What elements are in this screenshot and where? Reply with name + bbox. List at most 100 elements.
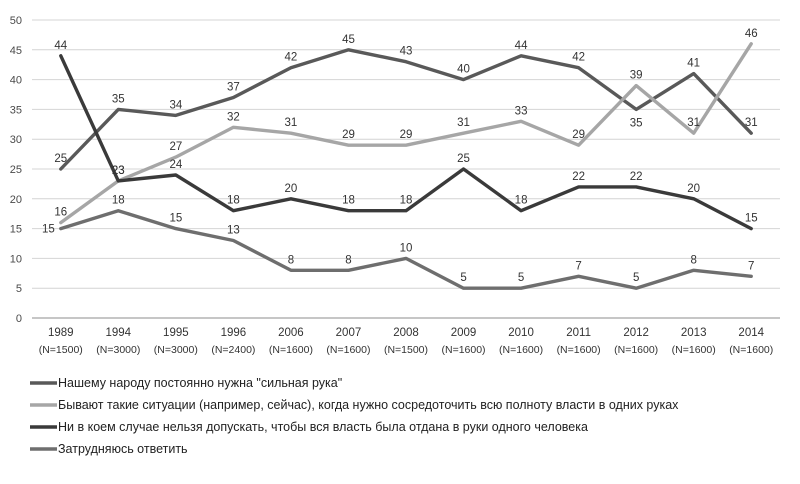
x-tick-label-year: 1996 [221,327,247,339]
data-label: 15 [42,224,55,236]
data-label: 27 [169,141,182,153]
data-label: 39 [630,70,643,82]
data-label: 8 [288,254,294,266]
data-label: 34 [169,99,182,111]
data-label: 10 [400,242,413,254]
data-label: 33 [515,105,528,117]
x-tick-label-sample: (N=1600) [672,344,716,356]
x-tick-label-sample: (N=3000) [154,344,198,356]
x-tick-label-sample: (N=1500) [384,344,428,356]
data-label: 18 [515,195,528,207]
data-label: 8 [690,254,696,266]
x-tick-label-sample: (N=1500) [39,344,83,356]
data-label: 40 [457,64,470,76]
legend: Нашему народу постоянно нужна "сильная р… [30,376,679,456]
data-label: 24 [169,159,182,171]
x-tick-label-year: 1994 [106,327,132,339]
data-label: 25 [54,153,67,165]
y-tick-label: 20 [10,194,22,206]
series-line-4 [59,208,753,290]
data-label: 16 [54,207,67,219]
data-label: 8 [345,254,351,266]
data-label: 7 [575,260,581,272]
data-label: 5 [518,272,524,284]
y-tick-label: 0 [16,313,22,325]
data-label: 25 [457,153,470,165]
data-label: 18 [400,195,413,207]
x-tick-label-year: 2006 [278,327,304,339]
data-label: 37 [227,81,240,93]
data-label: 46 [745,28,758,40]
data-label: 42 [285,52,298,64]
x-tick-label-sample: (N=1600) [557,344,601,356]
data-label: 42 [572,52,585,64]
series-layer [59,42,753,290]
grid-layer [32,19,780,289]
x-tick-label-year: 2014 [738,327,764,339]
y-tick-label: 50 [10,15,22,27]
legend-label-3: Ни в коем случае нельзя допускать, чтобы… [58,420,588,434]
x-tick-label-year: 2007 [336,327,362,339]
x-tick-label-sample: (N=1600) [326,344,370,356]
data-label: 18 [342,195,355,207]
data-label: 5 [633,272,639,284]
legend-label-2: Бывают такие ситуации (например, сейчас)… [58,398,679,412]
y-tick-label: 25 [10,164,22,176]
legend-label-1: Нашему народу постоянно нужна "сильная р… [58,376,342,390]
data-label: 41 [687,58,700,70]
x-tick-label-sample: (N=1600) [499,344,543,356]
axis-layer: 0 5 10 15 20 25 30 35 40 45 50 1989 (N=1500) 1994 (N=3… [10,15,780,356]
data-label: 35 [112,93,125,105]
data-label: 32 [227,111,240,123]
series-line-2 [59,42,753,225]
data-label: 20 [285,183,298,195]
x-tick-label-year: 2008 [393,327,419,339]
data-label-layer: 25 35 34 37 42 45 43 40 44 42 35 41 31 16 23 27 32 31 29 29… [42,28,758,284]
data-label: 22 [572,171,585,183]
data-label: 20 [687,183,700,195]
x-tick-label-year: 1989 [48,327,74,339]
data-label: 35 [630,117,643,129]
data-label: 31 [285,117,298,129]
data-label: 31 [687,117,700,129]
y-tick-label: 45 [10,45,22,57]
legend-label-4: Затрудняюсь ответить [58,442,188,456]
data-label: 44 [515,40,528,52]
data-label: 15 [745,213,758,225]
x-tick-label-sample: (N=3000) [96,344,140,356]
y-tick-label: 5 [16,283,22,295]
data-label: 29 [572,129,585,141]
data-label: 29 [342,129,355,141]
data-label: 23 [112,165,125,177]
series-line-1 [59,48,753,171]
x-tick-label-year: 2012 [623,327,649,339]
x-tick-label-sample: (N=1600) [729,344,773,356]
x-tick-label-year: 2011 [566,327,591,339]
x-tick-label-year: 2010 [508,327,534,339]
y-tick-label: 35 [10,104,22,116]
x-tick-label-year: 1995 [163,327,189,339]
x-tick-label-sample: (N=1600) [614,344,658,356]
data-label: 7 [748,260,754,272]
data-label: 44 [54,40,67,52]
data-label: 18 [112,195,125,207]
data-label: 29 [400,129,413,141]
y-tick-label: 10 [10,253,22,265]
x-tick-label-sample: (N=1600) [269,344,313,356]
x-tick-label-year: 2013 [681,327,707,339]
data-label: 5 [460,272,466,284]
x-tick-label-sample: (N=2400) [211,344,255,356]
x-tick-label-sample: (N=1600) [441,344,485,356]
data-label: 31 [745,117,758,129]
data-label: 45 [342,34,355,46]
data-label: 23 [112,165,125,177]
y-tick-label: 15 [10,224,22,236]
data-label: 43 [400,46,413,58]
x-tick-label-year: 2009 [451,327,477,339]
series-line-3 [59,54,753,231]
data-label: 15 [169,213,182,225]
data-label: 13 [227,225,240,237]
data-label: 31 [457,117,470,129]
